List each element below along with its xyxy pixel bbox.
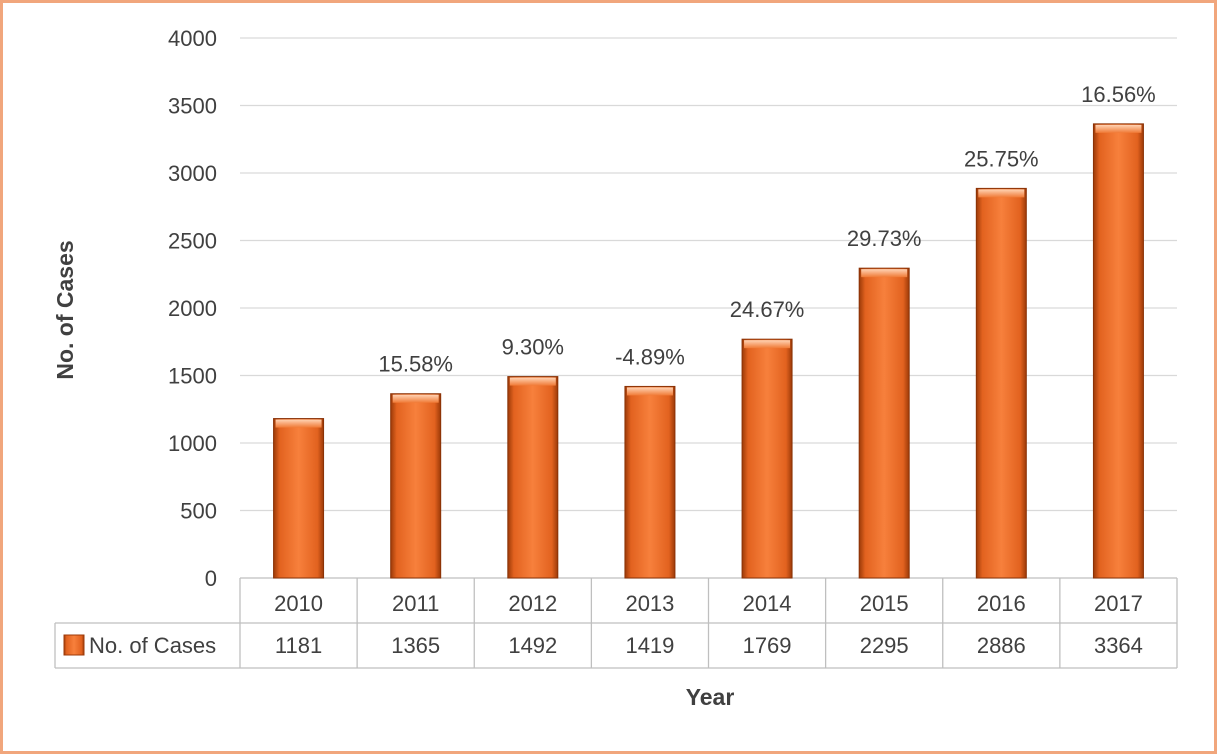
- x-tick-label: 2012: [508, 591, 557, 616]
- growth-label: 24.67%: [730, 297, 805, 322]
- y-tick-label: 500: [180, 499, 217, 524]
- table-value: 3364: [1094, 633, 1143, 658]
- data-table: No. of Cases 2010 1181 2011 1365 2012 1492 2013…: [54, 577, 1178, 669]
- bar-highlight: [392, 394, 439, 403]
- x-tick-label: 2017: [1094, 591, 1143, 616]
- bars: [273, 123, 1144, 579]
- legend-key: [63, 634, 85, 656]
- table-value: 1419: [625, 633, 674, 658]
- table-value: 1492: [508, 633, 557, 658]
- y-tick-label: 1000: [168, 431, 217, 456]
- bar-highlight: [861, 269, 908, 278]
- growth-label: 9.30%: [502, 335, 564, 360]
- table-value: 2886: [977, 633, 1026, 658]
- bar: [624, 385, 676, 579]
- y-tick-label: 3000: [168, 161, 217, 186]
- table-value: 1181: [275, 633, 322, 658]
- x-tick-label: 2016: [977, 591, 1026, 616]
- x-tick-label: 2011: [392, 591, 439, 616]
- x-tick-label: 2015: [860, 591, 909, 616]
- y-tick-label: 2500: [168, 229, 217, 254]
- bar: [741, 338, 793, 579]
- bar: [1092, 123, 1144, 579]
- gridlines: [240, 37, 1177, 512]
- bar-highlight: [626, 387, 673, 396]
- bar-highlight: [509, 377, 556, 386]
- y-tick-label: 0: [205, 566, 217, 591]
- data-labels: 15.58% 9.30% -4.89% 24.67% 29.73% 25.75% 16.56…: [378, 82, 1155, 377]
- bar: [273, 418, 325, 579]
- y-tick-label: 3500: [168, 94, 217, 119]
- y-axis-ticks: 0 500 1000 1500 2000 2500 3000 3500 4000: [168, 26, 217, 591]
- x-tick-label: 2013: [625, 591, 674, 616]
- y-axis-title: No. of Cases: [52, 240, 78, 379]
- x-tick-label: 2010: [274, 591, 323, 616]
- growth-label: 29.73%: [847, 226, 922, 251]
- growth-label: -4.89%: [615, 344, 685, 369]
- y-tick-label: 4000: [168, 26, 217, 51]
- growth-label: 16.56%: [1081, 82, 1156, 107]
- bar-highlight: [1095, 124, 1142, 133]
- bar-highlight: [275, 419, 322, 428]
- legend-label: No. of Cases: [89, 633, 216, 658]
- table-value: 1365: [391, 633, 440, 658]
- bar: [975, 187, 1027, 579]
- bar: [507, 376, 559, 579]
- growth-label: 25.75%: [964, 146, 1039, 171]
- bar: [858, 267, 910, 579]
- bar-highlight: [978, 189, 1025, 198]
- bar: [390, 393, 442, 579]
- growth-label: 15.58%: [378, 352, 453, 377]
- table-value: 2295: [860, 633, 909, 658]
- x-tick-label: 2014: [743, 591, 792, 616]
- y-tick-label: 2000: [168, 296, 217, 321]
- x-axis-title: Year: [686, 684, 735, 710]
- table-value: 1769: [743, 633, 792, 658]
- bar-highlight: [744, 340, 791, 349]
- y-tick-label: 1500: [168, 364, 217, 389]
